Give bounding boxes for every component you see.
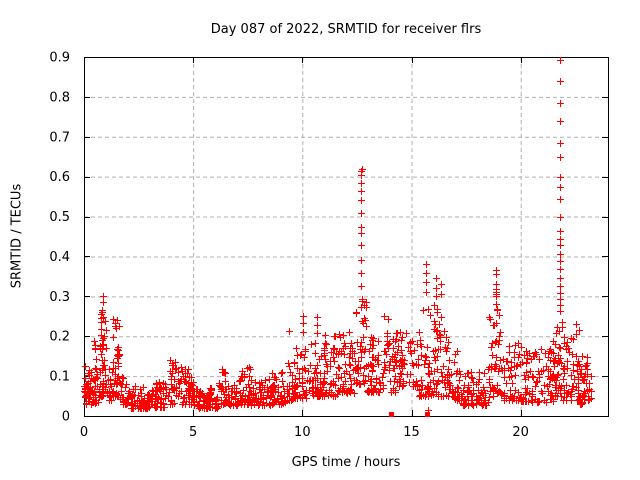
y-tick-label: 0.5 bbox=[49, 210, 70, 225]
y-tick-label: 0.4 bbox=[49, 250, 70, 265]
y-tick-label: 0.8 bbox=[49, 90, 70, 105]
y-tick-label: 0.7 bbox=[49, 130, 70, 145]
y-tick-label: 0 bbox=[62, 410, 70, 425]
data-point-square bbox=[389, 412, 394, 417]
x-tick-label: 0 bbox=[80, 425, 88, 440]
y-tick-label: 0.2 bbox=[49, 330, 70, 345]
chart-title: Day 087 of 2022, SRMTID for receiver flr… bbox=[210, 22, 482, 37]
y-tick-label: 0.6 bbox=[49, 170, 70, 185]
data-points bbox=[81, 57, 595, 414]
x-axis-label: GPS time / hours bbox=[291, 455, 401, 470]
y-tick-label: 0.3 bbox=[49, 290, 70, 305]
x-tick-label: 5 bbox=[189, 425, 197, 440]
plot-border bbox=[84, 57, 609, 417]
x-tick-label: 10 bbox=[294, 425, 311, 440]
axis-tick-marks bbox=[84, 57, 608, 417]
data-point-square bbox=[425, 412, 430, 417]
y-tick-label: 0.1 bbox=[49, 370, 70, 385]
x-tick-label: 20 bbox=[512, 425, 529, 440]
y-axis-label: SRMTID / TECUs bbox=[9, 183, 25, 289]
y-tick-label: 0.9 bbox=[49, 51, 70, 66]
x-tick-label: 15 bbox=[403, 425, 420, 440]
